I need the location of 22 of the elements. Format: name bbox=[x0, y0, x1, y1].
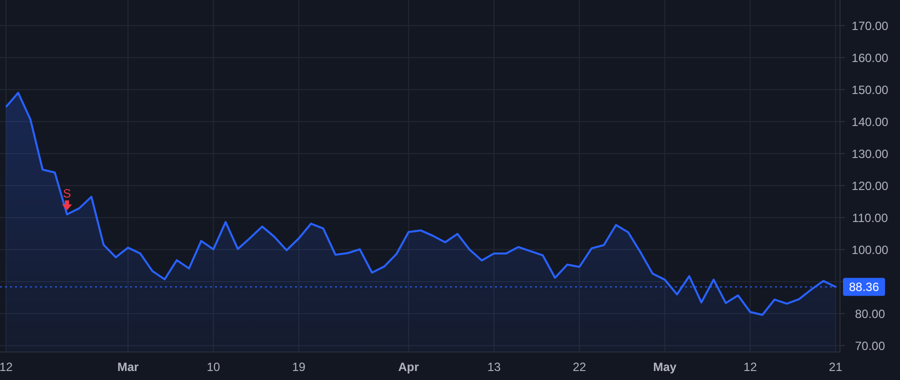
ref-line-label: 88.36 bbox=[848, 280, 880, 294]
x-tick-label: 12 bbox=[0, 360, 13, 374]
y-tick-label: 70.00 bbox=[854, 338, 886, 353]
y-tick-label: 120.00 bbox=[852, 178, 889, 193]
y-tick-label: 100.00 bbox=[852, 242, 889, 257]
x-tick-label: 13 bbox=[487, 360, 501, 374]
annotation: S bbox=[62, 186, 72, 200]
y-tick-label: 130.00 bbox=[852, 146, 889, 161]
y-tick-label: 80.00 bbox=[854, 306, 886, 321]
x-tick-label: 19 bbox=[292, 360, 306, 374]
x-tick-label: Apr bbox=[398, 360, 420, 374]
x-tick-label: Mar bbox=[117, 360, 139, 374]
y-tick-label: 160.00 bbox=[852, 50, 889, 65]
x-tick-label: 22 bbox=[572, 360, 586, 374]
y-tick-label: 170.00 bbox=[852, 18, 889, 33]
y-tick-label: 140.00 bbox=[852, 114, 889, 129]
x-tick-label: 12 bbox=[744, 360, 758, 374]
x-tick-label: 21 bbox=[828, 360, 843, 374]
x-tick-label: 10 bbox=[206, 360, 220, 374]
x-tick-label: May bbox=[653, 360, 677, 374]
y-tick-label: 110.00 bbox=[852, 210, 888, 225]
y-tick-label: 150.00 bbox=[852, 82, 889, 97]
